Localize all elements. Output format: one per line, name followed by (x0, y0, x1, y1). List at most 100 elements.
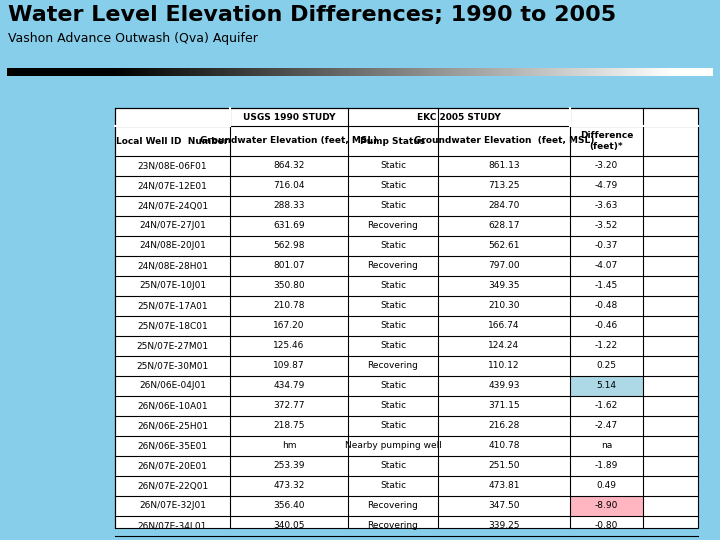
Bar (570, 496, 643, 516)
Text: 26N/06E-04J01: 26N/06E-04J01 (139, 381, 206, 390)
Text: 801.07: 801.07 (273, 261, 305, 271)
Text: Vashon Advance Outwash (Qva) Aquifer: Vashon Advance Outwash (Qva) Aquifer (8, 32, 258, 45)
Text: -1.62: -1.62 (595, 402, 618, 410)
Text: Groundwater Elevation (feet, MSL): Groundwater Elevation (feet, MSL) (200, 137, 377, 145)
Text: 24N/07E-27J01: 24N/07E-27J01 (139, 221, 206, 231)
Text: -0.37: -0.37 (595, 241, 618, 251)
Text: 26N/06E-25H01: 26N/06E-25H01 (137, 422, 208, 430)
Text: -2.47: -2.47 (595, 422, 618, 430)
Text: 124.24: 124.24 (488, 341, 520, 350)
Text: 25N/07E-18C01: 25N/07E-18C01 (137, 321, 208, 330)
Text: 434.79: 434.79 (274, 381, 305, 390)
Text: 5.14: 5.14 (596, 381, 616, 390)
Bar (115, 108, 698, 528)
Text: 864.32: 864.32 (274, 161, 305, 171)
Text: 25N/07E-10J01: 25N/07E-10J01 (139, 281, 206, 291)
Text: 628.17: 628.17 (488, 221, 520, 231)
Text: 26N/07E-32J01: 26N/07E-32J01 (139, 502, 206, 510)
Text: -3.52: -3.52 (595, 221, 618, 231)
Text: 347.50: 347.50 (488, 502, 520, 510)
Text: 26N/06E-35E01: 26N/06E-35E01 (138, 442, 207, 450)
Text: Static: Static (380, 201, 406, 211)
Text: -3.63: -3.63 (595, 201, 618, 211)
Text: Static: Static (380, 341, 406, 350)
Text: 349.35: 349.35 (488, 281, 520, 291)
Text: -4.79: -4.79 (595, 181, 618, 191)
Text: Recovering: Recovering (368, 261, 418, 271)
Text: -1.45: -1.45 (595, 281, 618, 291)
Text: 110.12: 110.12 (488, 361, 520, 370)
Text: EKC 2005 STUDY: EKC 2005 STUDY (417, 112, 501, 122)
Text: 24N/08E-28H01: 24N/08E-28H01 (137, 261, 208, 271)
Text: hm: hm (282, 442, 296, 450)
Text: 23N/08E-06F01: 23N/08E-06F01 (138, 161, 207, 171)
Text: Static: Static (380, 482, 406, 490)
Text: 24N/07E-24Q01: 24N/07E-24Q01 (137, 201, 208, 211)
Text: 210.78: 210.78 (274, 301, 305, 310)
Text: 861.13: 861.13 (488, 161, 520, 171)
Text: Pump Status: Pump Status (361, 137, 426, 145)
Text: Recovering: Recovering (368, 522, 418, 530)
Text: -0.80: -0.80 (595, 522, 618, 530)
Text: Static: Static (380, 422, 406, 430)
Text: Static: Static (380, 301, 406, 310)
Text: 473.81: 473.81 (488, 482, 520, 490)
Text: Nearby pumping well: Nearby pumping well (345, 442, 441, 450)
Text: Static: Static (380, 241, 406, 251)
Text: Static: Static (380, 402, 406, 410)
Text: 284.70: 284.70 (488, 201, 520, 211)
Text: 713.25: 713.25 (488, 181, 520, 191)
Text: 125.46: 125.46 (274, 341, 305, 350)
Text: 251.50: 251.50 (488, 462, 520, 470)
Text: na: na (601, 442, 612, 450)
Text: 25N/07E-30M01: 25N/07E-30M01 (136, 361, 209, 370)
Text: -3.20: -3.20 (595, 161, 618, 171)
Text: -0.46: -0.46 (595, 321, 618, 330)
Text: 372.77: 372.77 (274, 402, 305, 410)
Text: 166.74: 166.74 (488, 321, 520, 330)
Text: 631.69: 631.69 (273, 221, 305, 231)
Text: Groundwater Elevation  (feet, MSL): Groundwater Elevation (feet, MSL) (414, 137, 594, 145)
Text: Static: Static (380, 381, 406, 390)
Text: 210.30: 210.30 (488, 301, 520, 310)
Text: 26N/06E-10A01: 26N/06E-10A01 (138, 402, 208, 410)
Text: 339.25: 339.25 (488, 522, 520, 530)
Text: 350.80: 350.80 (273, 281, 305, 291)
Text: Water Level Elevation Differences; 1990 to 2005: Water Level Elevation Differences; 1990 … (8, 5, 616, 25)
Text: 716.04: 716.04 (274, 181, 305, 191)
Text: 167.20: 167.20 (274, 321, 305, 330)
Text: Local Well ID  Number: Local Well ID Number (117, 137, 229, 145)
Text: 562.98: 562.98 (274, 241, 305, 251)
Text: Static: Static (380, 462, 406, 470)
Text: 439.93: 439.93 (488, 381, 520, 390)
Text: -4.07: -4.07 (595, 261, 618, 271)
Text: 797.00: 797.00 (488, 261, 520, 271)
Text: 0.49: 0.49 (596, 482, 616, 490)
Text: -0.48: -0.48 (595, 301, 618, 310)
Text: USGS 1990 STUDY: USGS 1990 STUDY (243, 112, 336, 122)
Text: Recovering: Recovering (368, 502, 418, 510)
Text: -1.22: -1.22 (595, 341, 618, 350)
Text: 562.61: 562.61 (488, 241, 520, 251)
Text: Static: Static (380, 161, 406, 171)
Text: 25N/07E-17A01: 25N/07E-17A01 (138, 301, 208, 310)
Text: 288.33: 288.33 (274, 201, 305, 211)
Text: 216.28: 216.28 (488, 422, 520, 430)
Text: 0.25: 0.25 (596, 361, 616, 370)
Text: Static: Static (380, 281, 406, 291)
Text: 473.32: 473.32 (274, 482, 305, 490)
Text: Difference
(feet)*: Difference (feet)* (580, 131, 633, 151)
Text: Static: Static (380, 181, 406, 191)
Text: -1.89: -1.89 (595, 462, 618, 470)
Text: 253.39: 253.39 (274, 462, 305, 470)
Text: -8.90: -8.90 (595, 502, 618, 510)
Text: 340.05: 340.05 (274, 522, 305, 530)
Text: 26N/07E-22Q01: 26N/07E-22Q01 (137, 482, 208, 490)
Bar (570, 376, 643, 396)
Text: 218.75: 218.75 (274, 422, 305, 430)
Text: Recovering: Recovering (368, 361, 418, 370)
Text: 26N/07E-34L01: 26N/07E-34L01 (138, 522, 207, 530)
Text: 24N/07E-12E01: 24N/07E-12E01 (138, 181, 207, 191)
Text: 109.87: 109.87 (273, 361, 305, 370)
Text: 410.78: 410.78 (488, 442, 520, 450)
